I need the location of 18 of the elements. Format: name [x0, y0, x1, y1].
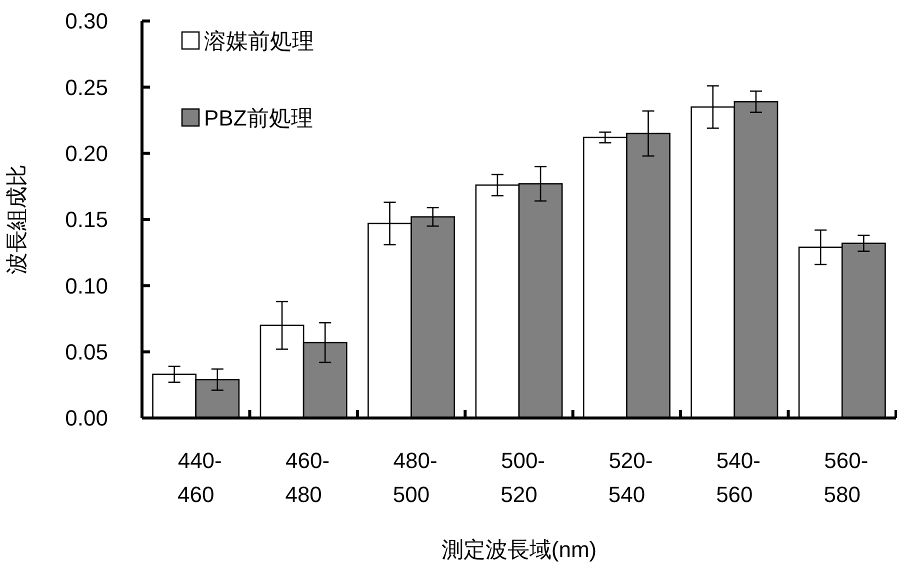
- y-tick-label: 0.10: [65, 273, 108, 298]
- legend-label: PBZ前処理: [204, 106, 313, 131]
- y-tick-label: 0.30: [65, 8, 108, 34]
- x-tick-label: 540-560: [716, 448, 760, 507]
- x-tick-label: 560-580: [824, 448, 868, 507]
- x-tick-label: 460-480: [285, 448, 330, 507]
- x-tick-label: 480-500: [392, 448, 438, 507]
- y-tick-label: 0.20: [65, 141, 108, 166]
- y-tick-label: 0.25: [65, 74, 108, 100]
- y-tick-label: 0.00: [65, 406, 108, 431]
- x-axis-title: 測定波長域(nm): [441, 537, 597, 562]
- x-tick-label: 520-540: [608, 448, 653, 507]
- y-tick-label: 0.05: [65, 340, 108, 365]
- y-axis-title: 波長組成比: [4, 164, 29, 274]
- legend-label: 溶媒前処理: [204, 28, 314, 54]
- x-tick-label: 500-520: [500, 448, 546, 507]
- y-tick-label: 0.15: [65, 207, 108, 232]
- x-tick-label: 440-460: [178, 448, 222, 507]
